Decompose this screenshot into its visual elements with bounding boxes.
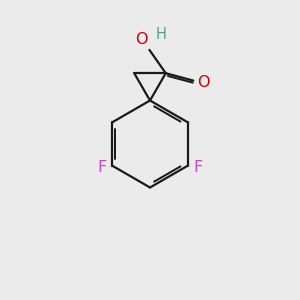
Text: H: H — [156, 27, 167, 42]
Text: O: O — [135, 32, 148, 47]
Text: O: O — [197, 75, 209, 90]
Text: F: F — [194, 160, 203, 175]
Text: F: F — [97, 160, 106, 175]
